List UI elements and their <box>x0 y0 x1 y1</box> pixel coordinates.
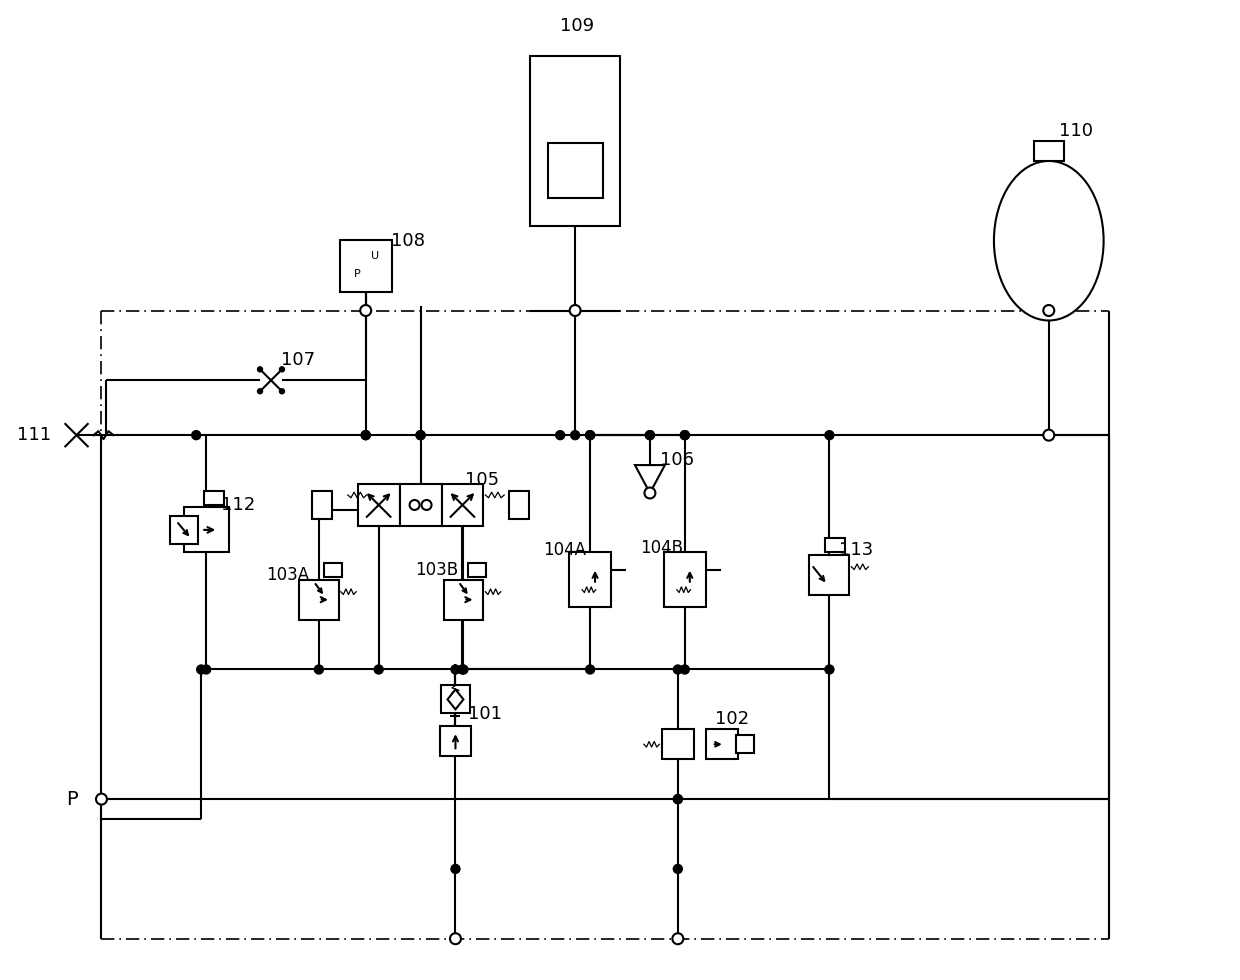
Text: 109: 109 <box>560 18 594 35</box>
Bar <box>810 555 849 595</box>
Bar <box>444 580 484 619</box>
Text: 103A: 103A <box>267 565 309 584</box>
Bar <box>170 515 198 544</box>
Circle shape <box>681 430 689 440</box>
Circle shape <box>681 665 689 674</box>
Circle shape <box>361 430 371 440</box>
Bar <box>510 491 529 519</box>
Circle shape <box>361 430 371 440</box>
Bar <box>469 563 486 577</box>
Text: 104B: 104B <box>640 539 683 557</box>
Text: 101: 101 <box>469 706 502 723</box>
Text: U: U <box>371 251 378 261</box>
Bar <box>441 484 484 526</box>
Text: 112: 112 <box>221 496 255 514</box>
Circle shape <box>673 864 682 873</box>
Ellipse shape <box>994 161 1104 320</box>
Text: 107: 107 <box>281 352 315 369</box>
Bar <box>205 491 224 505</box>
Circle shape <box>672 933 683 944</box>
Bar <box>439 726 471 757</box>
Bar <box>1034 141 1064 161</box>
Bar <box>735 735 754 754</box>
Circle shape <box>645 487 656 499</box>
Bar <box>324 563 342 577</box>
Circle shape <box>202 665 211 674</box>
Text: P: P <box>66 790 77 808</box>
Text: 110: 110 <box>1059 122 1092 140</box>
Bar <box>399 484 441 526</box>
Text: 106: 106 <box>660 451 694 469</box>
Bar <box>548 143 603 198</box>
Circle shape <box>646 430 655 440</box>
Circle shape <box>451 665 460 674</box>
Bar <box>184 508 228 553</box>
Text: 113: 113 <box>839 541 874 559</box>
Circle shape <box>417 430 425 440</box>
Circle shape <box>422 500 432 510</box>
Bar <box>569 553 611 608</box>
Text: 111: 111 <box>17 426 52 444</box>
Circle shape <box>95 794 107 805</box>
Circle shape <box>585 430 594 440</box>
Circle shape <box>673 795 682 804</box>
Circle shape <box>570 430 579 440</box>
Circle shape <box>1043 429 1054 441</box>
Text: 108: 108 <box>391 231 424 250</box>
Circle shape <box>673 795 682 804</box>
Circle shape <box>569 305 580 316</box>
Circle shape <box>258 367 263 371</box>
Bar <box>826 538 846 552</box>
Circle shape <box>825 430 833 440</box>
Text: 105: 105 <box>465 471 500 489</box>
Circle shape <box>585 665 594 674</box>
Circle shape <box>450 933 461 944</box>
Circle shape <box>458 665 467 674</box>
Circle shape <box>374 665 383 674</box>
Text: P: P <box>355 269 361 278</box>
Circle shape <box>1043 305 1054 316</box>
Circle shape <box>315 665 324 674</box>
Circle shape <box>417 430 425 440</box>
Circle shape <box>192 430 201 440</box>
Text: 103B: 103B <box>415 561 459 579</box>
Circle shape <box>451 864 460 873</box>
Bar <box>662 729 694 760</box>
Polygon shape <box>635 466 665 493</box>
Circle shape <box>258 389 263 394</box>
Circle shape <box>646 430 655 440</box>
Circle shape <box>409 500 419 510</box>
Bar <box>312 491 332 519</box>
Bar <box>706 729 738 760</box>
Circle shape <box>825 665 833 674</box>
Circle shape <box>585 430 594 440</box>
Polygon shape <box>448 690 464 710</box>
Circle shape <box>673 665 682 674</box>
Circle shape <box>279 367 284 371</box>
Bar <box>440 685 470 713</box>
Bar <box>531 56 620 225</box>
Circle shape <box>197 665 206 674</box>
Bar <box>299 580 339 619</box>
Text: 102: 102 <box>714 710 749 728</box>
Circle shape <box>681 430 689 440</box>
Bar <box>358 484 399 526</box>
Text: 104A: 104A <box>543 541 587 559</box>
Circle shape <box>556 430 564 440</box>
Circle shape <box>361 305 371 316</box>
Circle shape <box>459 665 467 674</box>
Bar <box>340 240 392 292</box>
Bar <box>663 553 706 608</box>
Circle shape <box>279 389 284 394</box>
